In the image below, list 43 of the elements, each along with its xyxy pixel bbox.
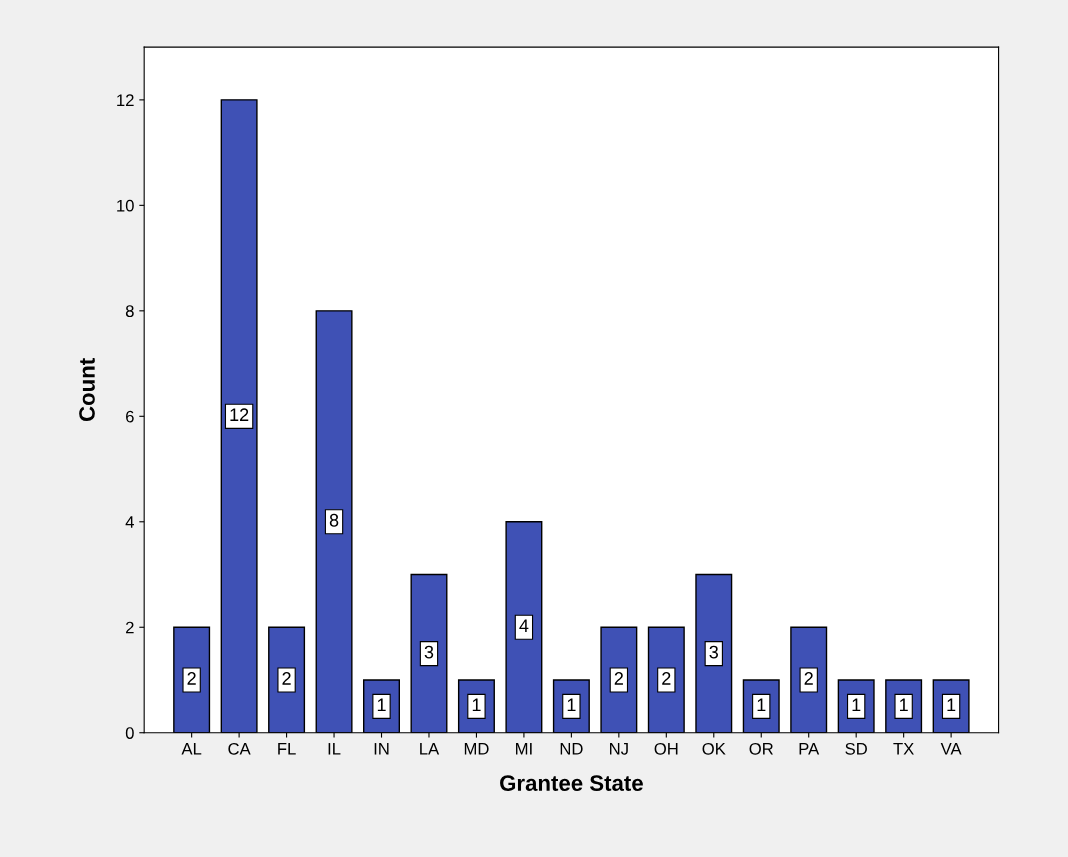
data-label: 1 (852, 698, 861, 712)
x-tick-label: OR (749, 742, 773, 755)
data-label: 2 (282, 672, 291, 685)
data-label: 2 (662, 672, 671, 685)
data-label: 1 (947, 698, 956, 712)
x-tick-label: SD (845, 742, 867, 755)
y-tick-label: 4 (125, 516, 134, 528)
x-tick-label: PA (799, 743, 820, 755)
x-tick-label: VA (940, 743, 962, 755)
x-tick-label: MI (516, 743, 532, 755)
data-label: 1 (757, 698, 766, 712)
y-axis-title: Count (79, 358, 95, 422)
x-tick-label: MD (464, 743, 489, 755)
data-label: 1 (900, 698, 908, 712)
y-tick-label: 8 (125, 305, 134, 318)
y-tick-label: 12 (117, 94, 134, 106)
data-label: 2 (614, 672, 623, 685)
x-tick-label: IN (374, 743, 389, 755)
data-label: 3 (424, 645, 434, 659)
data-label: 3 (709, 645, 719, 659)
y-tick-label: 2 (126, 621, 134, 634)
data-label: 1 (567, 698, 576, 712)
x-tick-label: TX (893, 743, 914, 755)
x-tick-label: ND (560, 743, 583, 755)
x-tick-label: CA (228, 742, 251, 755)
x-tick-label: LA (420, 743, 440, 755)
data-label: 8 (329, 513, 339, 527)
x-tick-label: NJ (610, 743, 628, 755)
y-tick-label: 6 (126, 410, 134, 423)
y-tick-label: 0 (125, 727, 134, 739)
data-label: 1 (472, 698, 481, 712)
x-axis-title: Grantee State (500, 775, 643, 791)
x-tick-label: OK (702, 742, 726, 755)
data-label: 2 (804, 672, 813, 685)
y-tick-label: 10 (117, 199, 134, 212)
x-tick-label: IL (328, 743, 341, 755)
data-label: 1 (377, 698, 386, 712)
data-label: 4 (519, 619, 529, 632)
x-tick-label: FL (278, 743, 296, 755)
x-tick-label: AL (181, 743, 202, 755)
x-tick-label: OH (654, 742, 678, 755)
data-label: 2 (187, 672, 196, 685)
data-label: 12 (230, 408, 249, 421)
